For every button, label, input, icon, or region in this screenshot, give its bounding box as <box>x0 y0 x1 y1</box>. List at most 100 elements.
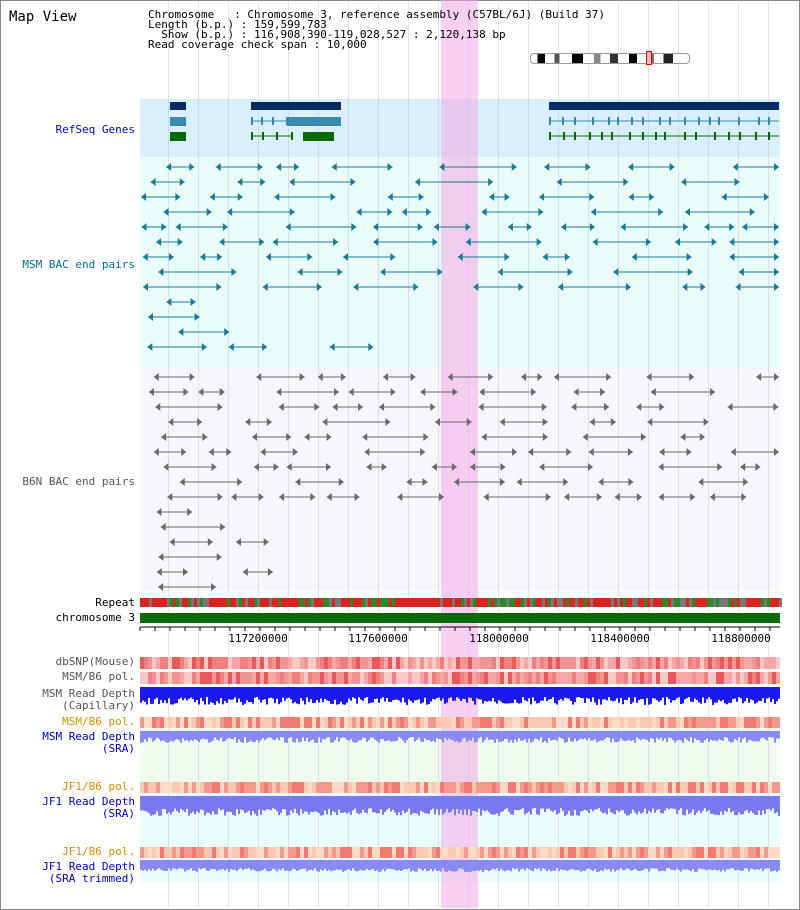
msm-sra-depth-bar <box>458 731 460 743</box>
jf1-read-depth-trimmed-label[interactable]: JF1 Read Depth (SRA trimmed) <box>42 860 135 885</box>
jf1-b6-pol-density <box>256 782 260 793</box>
msm-capillary-depth-bar <box>276 687 278 699</box>
jf1-b6-pol-trimmed-density <box>292 847 296 858</box>
msm-b6-pol-sra-density <box>144 717 148 728</box>
jf1-trimmed-depth-bar <box>200 860 202 870</box>
jf1-sra-depth-bar <box>566 796 568 815</box>
jf1-sra-depth-bar <box>334 796 336 813</box>
b6n-bac-pair-end <box>563 478 569 486</box>
msm-b6-pol-sra-density <box>612 717 616 728</box>
dbsnp-density <box>572 657 576 669</box>
msm-sra-depth-bar <box>708 731 710 743</box>
jf1-trimmed-depth-bar <box>270 860 272 871</box>
jf1-trimmed-depth-bar <box>266 860 268 872</box>
chromosome-label: Chromosome <box>148 8 235 21</box>
msm-sra-depth-bar <box>142 731 144 743</box>
jf1-trimmed-depth-bar <box>552 860 554 871</box>
msm-sra-depth-bar <box>366 731 368 742</box>
gene-exon <box>684 117 686 125</box>
msm-capillary-depth-bar <box>746 687 748 698</box>
repeat-feature <box>380 598 383 607</box>
b6n-bac-pair-end <box>650 388 656 396</box>
b6n-bac-pair-end <box>242 568 248 576</box>
jf1-b6-pol-density <box>488 782 492 793</box>
jf1-b6-pol-density <box>624 782 628 793</box>
repeat-feature <box>704 598 707 607</box>
jf1-b6-pol-trimmed-density <box>612 847 616 858</box>
msm-bac-pair-end <box>178 328 184 336</box>
jf1-sra-depth-bar <box>396 796 398 816</box>
b6n-bac-pair-end <box>153 373 159 381</box>
msm-b6-pol-density <box>664 672 668 684</box>
b6n-bac-pair-end <box>310 493 316 501</box>
jf1-trimmed-depth-bar <box>358 860 360 871</box>
jf1-trimmed-depth-bar <box>700 860 702 869</box>
jf1-trimmed-depth-bar <box>778 860 780 871</box>
jf1-sra-depth-bar <box>434 796 436 815</box>
jf1-b6-pol-density <box>720 782 724 793</box>
msm-read-depth-sra-label[interactable]: MSM Read Depth (SRA) <box>42 730 135 755</box>
jf1-trimmed-depth-bar <box>378 860 380 872</box>
gene-exon <box>739 132 741 140</box>
msm-b6-pol-sra-density <box>444 717 448 728</box>
msm-b6-pol-sra-label[interactable]: MSM/B6 pol. <box>62 715 135 728</box>
jf1-trimmed-depth-bar <box>158 860 160 869</box>
b6n-bac-pair-end <box>340 373 346 381</box>
jf1-sra-depth-bar <box>402 796 404 811</box>
msm-b6-pol-density <box>384 672 388 684</box>
msm-b6-pol-label[interactable]: MSM/B6 pol. <box>62 670 135 683</box>
jf1-b6-pol-density <box>752 782 756 793</box>
chromosome-ideogram[interactable] <box>530 53 690 64</box>
jf1-b6-pol-trimmed-density <box>580 847 584 858</box>
jf1-trimmed-depth-bar <box>344 860 346 871</box>
repeat-feature <box>440 598 443 607</box>
msm-bac-end-pairs-label[interactable]: MSM BAC end pairs <box>22 258 135 271</box>
repeat-feature <box>644 598 647 607</box>
jf1-trimmed-depth-bar <box>416 860 418 872</box>
msm-capillary-depth-bar <box>526 687 528 702</box>
jf1-b6-pol-density <box>284 782 288 793</box>
msm-b6-pol-sra-density <box>180 717 184 728</box>
msm-sra-depth-bar <box>500 731 502 742</box>
msm-read-depth-capillary-label[interactable]: MSM Read Depth (Capillary) <box>42 687 135 712</box>
jf1-b6-pol-trimmed-density <box>384 847 388 858</box>
msm-sra-depth-bar <box>724 731 726 738</box>
jf1-sra-depth-bar <box>498 796 500 816</box>
msm-capillary-depth-bar <box>642 687 644 700</box>
dbsnp-density <box>396 657 400 669</box>
jf1-trimmed-depth-bar <box>410 860 412 872</box>
msm-sra-depth-bar <box>370 731 372 738</box>
b6n-bac-pair-end <box>187 508 193 516</box>
jf1-read-depth-sra-label[interactable]: JF1 Read Depth (SRA) <box>42 795 135 820</box>
b6n-bac-end-pairs-label[interactable]: B6N BAC end pairs <box>22 475 135 488</box>
msm-capillary-depth-bar <box>558 687 560 701</box>
msm-b6-pol-sra-density <box>388 717 392 728</box>
jf1-trimmed-depth-bar <box>502 860 504 871</box>
jf1-sra-depth-bar <box>152 796 154 816</box>
jf1-sra-depth-bar <box>326 796 328 815</box>
msm-sra-depth-bar <box>774 731 776 743</box>
msm-sra-depth-bar <box>492 731 494 741</box>
jf1-trimmed-depth-bar <box>586 860 588 869</box>
jf1-b6-pol-density <box>316 782 320 793</box>
jf1-sra-depth-bar <box>428 796 430 814</box>
repeat-feature <box>329 598 332 607</box>
jf1-b6-pol-trimmed-density <box>432 847 436 858</box>
msm-sra-depth-bar <box>434 731 436 743</box>
dbsnp-label[interactable]: dbSNP(Mouse) <box>55 655 135 668</box>
msm-b6-pol-density <box>496 672 500 684</box>
msm-sra-depth-bar <box>554 731 556 740</box>
msm-sra-depth-bar <box>614 731 616 743</box>
msm-sra-depth-bar <box>484 731 486 740</box>
msm-bac-pair-end <box>316 283 322 291</box>
jf1-trimmed-depth-bar <box>398 860 400 871</box>
msm-capillary-depth-bar <box>338 687 340 705</box>
jf1-b6-pol-trimmed-label[interactable]: JF1/B6 pol. <box>62 845 135 858</box>
jf1-trimmed-depth-bar <box>598 860 600 872</box>
selected-region-highlight[interactable] <box>441 0 478 908</box>
msm-b6-pol-density <box>180 672 184 684</box>
jf1-sra-depth-bar <box>246 796 248 813</box>
jf1-b6-pol-label[interactable]: JF1/B6 pol. <box>62 780 135 793</box>
refseq-genes-label[interactable]: RefSeq Genes <box>55 123 135 136</box>
jf1-trimmed-depth-bar <box>470 860 472 872</box>
